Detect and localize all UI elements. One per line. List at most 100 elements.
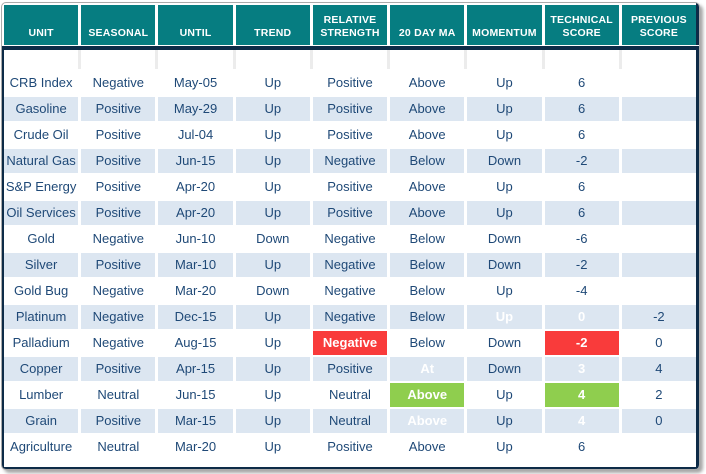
header-cell-relative-strength: RELATIVE STRENGTH: [312, 5, 388, 45]
spacer-cell: [312, 50, 388, 69]
table-cell: [621, 201, 696, 225]
table-cell: Above: [390, 409, 465, 433]
table-cell: Up: [467, 97, 542, 121]
table-row: Agriculture Neutral Mar-20 Up Positive Above U…: [4, 435, 696, 459]
table-cell: Below: [390, 227, 465, 251]
unit-cell: CRB Index: [4, 71, 79, 95]
table-cell: Jun-15: [158, 149, 233, 173]
table-cell: Up: [235, 357, 310, 381]
table-cell: Up: [235, 149, 310, 173]
table-row: Crude Oil Positive Jul-04 Up Positive Above Up…: [4, 123, 696, 147]
table-cell: Jul-04: [158, 123, 233, 147]
spacer-cell: [621, 50, 696, 69]
table-cell: Positive: [81, 201, 156, 225]
table-cell: Negative: [81, 305, 156, 329]
table-cell: 2: [621, 383, 696, 407]
table-cell: Up: [467, 409, 542, 433]
table-row: Platinum Negative Dec-15 Up Negative Below Up 0…: [4, 305, 696, 329]
table-cell: Down: [467, 253, 542, 277]
table-cell: Up: [235, 305, 310, 329]
table-cell: Up: [235, 97, 310, 121]
table-row: Silver Positive Mar-10 Up Negative Below Down -…: [4, 253, 696, 277]
header-cell-seasonal: SEASONAL: [81, 5, 156, 45]
table-cell: [621, 123, 696, 147]
table-cell: Negative: [312, 253, 388, 277]
table-row: CRB Index Negative May-05 Up Positive Above Up…: [4, 71, 696, 95]
table-cell: 6: [544, 175, 619, 199]
table-cell: Negative: [312, 331, 388, 355]
table-cell: Jun-10: [158, 227, 233, 251]
table-cell: 0: [621, 409, 696, 433]
unit-cell: Oil Services: [4, 201, 79, 225]
table-row: Lumber Neutral Jun-15 Up Neutral Above Up 4 2: [4, 383, 696, 407]
unit-cell: Grain: [4, 409, 79, 433]
header-cell-trend: TREND: [235, 5, 310, 45]
table-cell: Up: [235, 435, 310, 459]
spacer-cell: [390, 50, 465, 69]
table-cell: [621, 279, 696, 303]
table-cell: Up: [235, 383, 310, 407]
table-cell: Down: [467, 331, 542, 355]
header-cell-unit: UNIT: [4, 5, 79, 45]
table-cell: 6: [544, 71, 619, 95]
table-header: UNIT SEASONAL UNTIL TREND RELATIVE STREN…: [2, 3, 699, 45]
table-cell: [621, 435, 696, 459]
table-cell: Apr-15: [158, 357, 233, 381]
table-cell: Below: [390, 149, 465, 173]
table-cell: Up: [467, 71, 542, 95]
table-cell: -6: [544, 227, 619, 251]
table-row: S&P Energy Positive Apr-20 Up Positive Above U…: [4, 175, 696, 199]
table-cell: Up: [467, 175, 542, 199]
table-cell: May-29: [158, 97, 233, 121]
unit-cell: Natural Gas: [4, 149, 79, 173]
table-cell: Negative: [81, 279, 156, 303]
header-divider-line: [2, 46, 699, 50]
table-cell: Jun-15: [158, 383, 233, 407]
table-cell: Up: [235, 331, 310, 355]
unit-cell: Gold Bug: [4, 279, 79, 303]
table-cell: Dec-15: [158, 305, 233, 329]
unit-cell: Agriculture: [4, 435, 79, 459]
table-cell: 6: [544, 435, 619, 459]
table-cell: Above: [390, 97, 465, 121]
table-cell: -4: [544, 279, 619, 303]
table-cell: Above: [390, 175, 465, 199]
table-cell: [621, 97, 696, 121]
table-cell: 3: [544, 357, 619, 381]
unit-cell: Silver: [4, 253, 79, 277]
table-cell: Positive: [312, 357, 388, 381]
table-cell: Up: [235, 409, 310, 433]
table-cell: Apr-20: [158, 201, 233, 225]
table-cell: Mar-15: [158, 409, 233, 433]
table-cell: 6: [544, 123, 619, 147]
table-cell: [621, 253, 696, 277]
table-cell: Above: [390, 383, 465, 407]
table-row: Gasoline Positive May-29 Up Positive Above Up 6: [4, 97, 696, 121]
table-cell: Up: [235, 123, 310, 147]
table-cell: Up: [467, 123, 542, 147]
spacer-row: [4, 50, 696, 69]
table-cell: 0: [544, 305, 619, 329]
table-cell: Negative: [312, 279, 388, 303]
table-cell: Negative: [81, 331, 156, 355]
table-row: Copper Positive Apr-15 Up Positive At Down 3 4: [4, 357, 696, 381]
table-cell: [621, 227, 696, 251]
table-cell: Up: [467, 279, 542, 303]
header-cell-until: UNTIL: [158, 5, 233, 45]
table-cell: Negative: [312, 149, 388, 173]
table-row: Oil Services Positive Apr-20 Up Positive Abov…: [4, 201, 696, 225]
table-cell: 4: [544, 409, 619, 433]
header-cell-technical-score: TECHNICAL SCORE: [544, 5, 619, 45]
unit-cell: Crude Oil: [4, 123, 79, 147]
header-cell-momentum: MOMENTUM: [467, 5, 542, 45]
table-cell: Positive: [81, 357, 156, 381]
unit-cell: Gold: [4, 227, 79, 251]
table-cell: Positive: [312, 435, 388, 459]
spacer-cell: [235, 50, 310, 69]
table-cell: Down: [467, 227, 542, 251]
unit-cell: Lumber: [4, 383, 79, 407]
table-cell: Up: [235, 253, 310, 277]
table-cell: Mar-20: [158, 279, 233, 303]
table-cell: Negative: [81, 227, 156, 251]
table-cell: Below: [390, 305, 465, 329]
